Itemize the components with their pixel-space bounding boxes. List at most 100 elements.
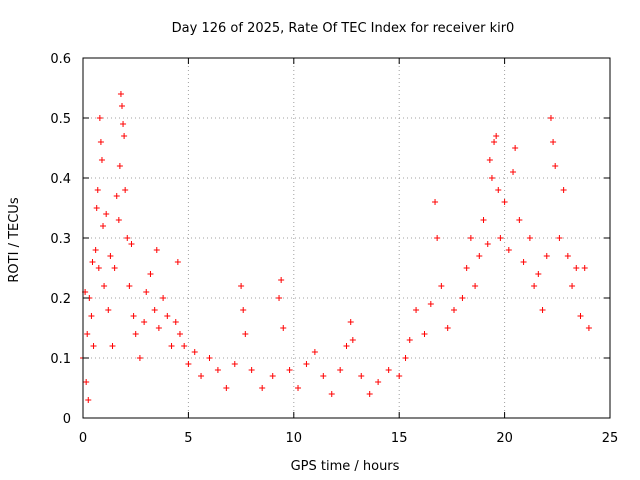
data-point (402, 355, 409, 361)
data-point (115, 217, 122, 223)
data-point (543, 253, 550, 259)
data-point (385, 367, 392, 373)
data-point (501, 199, 508, 205)
data-point (547, 115, 554, 121)
data-point (248, 367, 255, 373)
data-point (347, 319, 354, 325)
data-point (113, 193, 120, 199)
data-point (105, 307, 112, 313)
data-point (535, 271, 542, 277)
data-point (85, 397, 92, 403)
data-point (472, 283, 479, 289)
chart-title: Day 126 of 2025, Rate Of TEC Index for r… (172, 21, 515, 36)
data-point (497, 235, 504, 241)
data-point (526, 235, 533, 241)
data-point (172, 319, 179, 325)
data-point (434, 235, 441, 241)
data-point (151, 307, 158, 313)
data-point (396, 373, 403, 379)
data-point (585, 325, 592, 331)
data-point (223, 385, 230, 391)
data-point (240, 307, 247, 313)
tick-labels-layer: 0 5 10 15 20 25 0 0.1 0.2 0.3 0.4 0.5 0.6 (50, 52, 618, 446)
grid-layer (83, 58, 610, 418)
data-point (375, 379, 382, 385)
data-point (96, 115, 103, 121)
y-tick-label: 0.4 (50, 172, 71, 187)
data-point (476, 253, 483, 259)
y-tick-label: 0.1 (50, 352, 71, 367)
data-point (185, 361, 192, 367)
data-point (107, 253, 114, 259)
data-point (366, 391, 373, 397)
data-point (122, 187, 129, 193)
data-point (560, 187, 567, 193)
data-point (160, 295, 167, 301)
data-point (556, 235, 563, 241)
data-points-layer (80, 91, 592, 403)
data-point (124, 235, 131, 241)
x-tick-label: 15 (391, 431, 408, 446)
data-point (259, 385, 266, 391)
data-point (484, 241, 491, 247)
data-point (88, 313, 95, 319)
data-point (181, 343, 188, 349)
data-point (214, 367, 221, 373)
y-tick-label: 0.6 (50, 52, 71, 67)
data-point (93, 205, 100, 211)
data-point (153, 247, 160, 253)
x-tick-label: 5 (184, 431, 192, 446)
data-point (174, 259, 181, 265)
data-point (413, 307, 420, 313)
data-point (92, 247, 99, 253)
data-point (488, 175, 495, 181)
data-point (126, 283, 133, 289)
data-point (337, 367, 344, 373)
data-point (328, 391, 335, 397)
data-point (164, 313, 171, 319)
data-point (100, 223, 107, 229)
data-point (495, 187, 502, 193)
data-point (343, 343, 350, 349)
data-point (98, 157, 105, 163)
data-point (206, 355, 213, 361)
data-point (94, 187, 101, 193)
data-point (539, 307, 546, 313)
data-point (141, 319, 148, 325)
data-point (510, 169, 517, 175)
x-tick-label: 10 (286, 431, 303, 446)
data-point (491, 139, 498, 145)
y-tick-label: 0 (63, 412, 71, 427)
data-point (295, 385, 302, 391)
data-point (276, 295, 283, 301)
data-point (116, 163, 123, 169)
data-point (120, 121, 127, 127)
data-point (520, 259, 527, 265)
data-point (89, 259, 96, 265)
data-point (286, 367, 293, 373)
data-point (238, 283, 245, 289)
data-point (421, 331, 428, 337)
data-point (512, 145, 519, 151)
data-point (552, 163, 559, 169)
data-point (95, 265, 102, 271)
data-point (531, 283, 538, 289)
data-point (90, 343, 97, 349)
data-point (143, 289, 150, 295)
data-point (280, 325, 287, 331)
x-axis-label: GPS time / hours (291, 459, 400, 474)
data-point (117, 91, 124, 97)
data-point (550, 139, 557, 145)
data-point (109, 343, 116, 349)
data-point (480, 217, 487, 223)
data-point (121, 133, 128, 139)
data-point (444, 325, 451, 331)
data-point (493, 133, 500, 139)
data-point (303, 361, 310, 367)
data-point (427, 301, 434, 307)
data-point (358, 373, 365, 379)
data-point (459, 295, 466, 301)
data-point (463, 265, 470, 271)
data-point (155, 325, 162, 331)
